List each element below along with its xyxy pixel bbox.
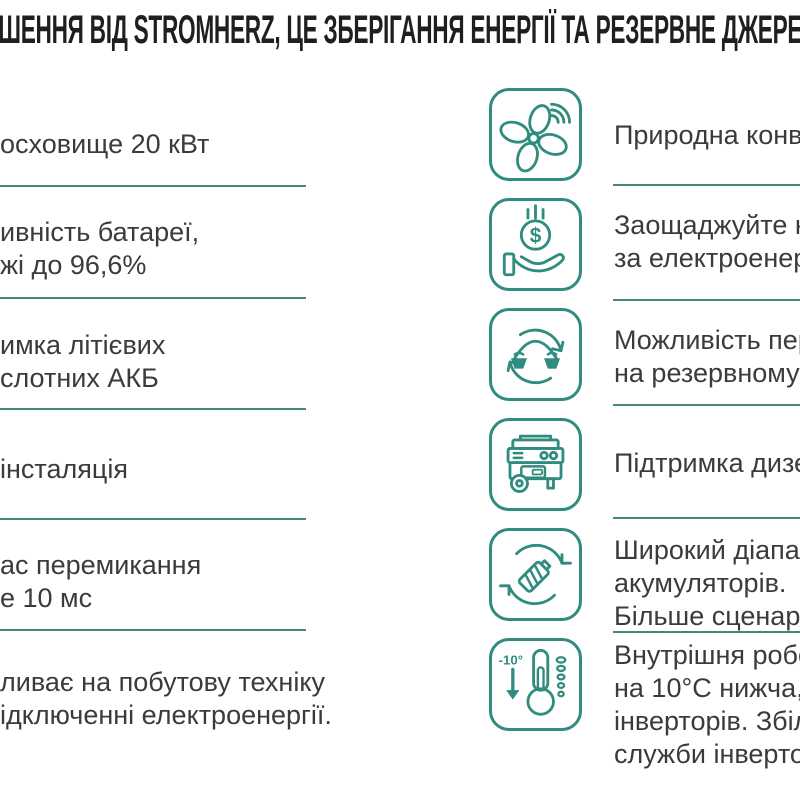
feature-energy-storage: осховище 20 кВт [0, 128, 209, 161]
feature-diesel-generator: Підтримка дизель [614, 447, 800, 480]
divider-line [0, 518, 306, 520]
feature-line: за електроенергі [614, 243, 800, 273]
feature-line: Природна конвек [614, 120, 800, 150]
feature-line: Широкий діапазо [614, 535, 800, 565]
header-title-text: ШЕННЯ ВІД STROMHERZ, ЦЕ ЗБЕРІГАННЯ ЕНЕРГ… [0, 7, 800, 52]
feature-line: е 10 мс [0, 583, 93, 613]
divider-line [0, 629, 306, 631]
feature-line: ивність батареї, [0, 217, 200, 247]
dollar-glyph: $ [530, 225, 542, 248]
feature-low-temperature: Внутрішня робоча на 10°С нижча, ні інвер… [614, 639, 800, 771]
feature-line: на 10°С нижча, ні [614, 673, 800, 703]
header: ШЕННЯ ВІД STROMHERZ, ЦЕ ЗБЕРІГАННЯ ЕНЕРГ… [0, 6, 800, 54]
feature-switch-time: ас перемикання е 10 мс [0, 549, 201, 615]
feature-line: служби інвертора [614, 739, 800, 769]
savings-icon: $ [489, 198, 582, 291]
feature-line: слотних АКБ [0, 363, 159, 393]
divider-line [613, 404, 800, 406]
divider-line [0, 297, 306, 299]
divider-line [0, 185, 306, 187]
feature-line: інсталяція [0, 454, 128, 484]
feature-save-bills: Заощаджуйте на р за електроенергі [614, 209, 800, 275]
divider-line [0, 408, 306, 410]
feature-line: Підтримка дизель [614, 448, 800, 478]
feature-backup-switch: Можливість пере на резервному по [614, 324, 800, 390]
feature-battery-efficiency: ивність батареї, жі до 96,6% [0, 216, 199, 282]
battery-cycle-icon [489, 528, 582, 621]
low-temperature-icon: -10° [489, 638, 582, 731]
divider-line [613, 631, 800, 633]
diesel-generator-icon [489, 418, 582, 511]
feature-line: ідключенні електроенергії. [0, 700, 332, 730]
feature-line: акумуляторів. [614, 568, 787, 598]
feature-line: інверторів. Збільш [614, 706, 800, 736]
feature-natural-convection: Природна конвек [614, 119, 800, 152]
feature-line: Можливість пере [614, 325, 800, 355]
feature-appliance-safe: ливає на побутову техніку ідключенні еле… [0, 666, 332, 732]
fan-icon [489, 88, 582, 181]
backup-switch-icon [489, 308, 582, 401]
feature-battery-support: имка літієвих слотних АКБ [0, 329, 165, 395]
feature-line: ас перемикання [0, 550, 202, 580]
minus-ten-badge: -10° [499, 653, 523, 668]
divider-line [613, 517, 800, 519]
divider-line [613, 184, 800, 186]
feature-line: Заощаджуйте на р [614, 210, 800, 240]
feature-line: осховище 20 кВт [0, 129, 210, 159]
feature-battery-range: Широкий діапазо акумуляторів. Більше сце… [614, 534, 800, 633]
feature-line: имка літієвих [0, 330, 166, 360]
feature-line: на резервному по [614, 358, 800, 388]
feature-line: ливає на побутову техніку [0, 667, 325, 697]
feature-line: Більше сценаріїв [614, 601, 800, 631]
divider-line [613, 299, 800, 301]
feature-line: жі до 96,6% [0, 250, 147, 280]
feature-line: Внутрішня робоча [614, 640, 800, 670]
feature-installation: інсталяція [0, 453, 128, 486]
